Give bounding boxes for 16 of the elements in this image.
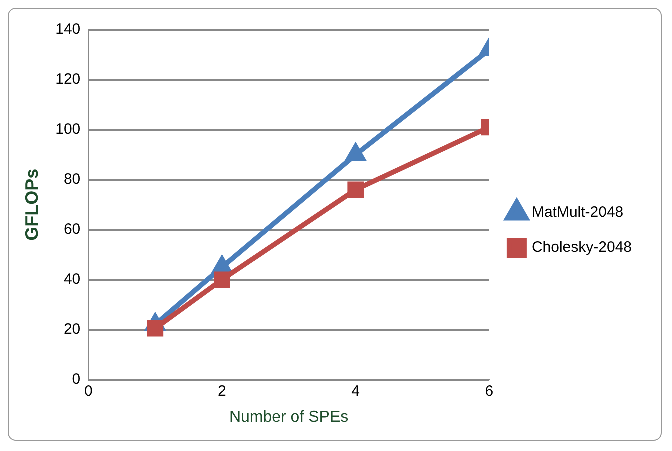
y-tick-label: 60	[64, 221, 81, 238]
y-tick-label: 100	[56, 121, 81, 138]
y-tick-label: 0	[72, 370, 81, 388]
y-tick-label: 40	[64, 271, 81, 288]
y-axis-title: GFLOPs	[22, 168, 42, 241]
x-tick-label: 4	[352, 382, 360, 400]
y-tick-label: 140	[56, 21, 81, 38]
y-tick-label: 80	[64, 171, 81, 188]
y-tick-label: 20	[64, 320, 81, 338]
legend-label: Cholesky-2048	[532, 239, 632, 256]
x-tick-label: 6	[485, 382, 494, 400]
y-tick-label: 120	[56, 71, 81, 88]
x-axis-title: Number of SPEs	[229, 408, 349, 426]
x-tick-label: 2	[218, 382, 226, 400]
legend-label: MatMult-2048	[532, 204, 624, 222]
x-tick-label: 0	[84, 382, 93, 400]
